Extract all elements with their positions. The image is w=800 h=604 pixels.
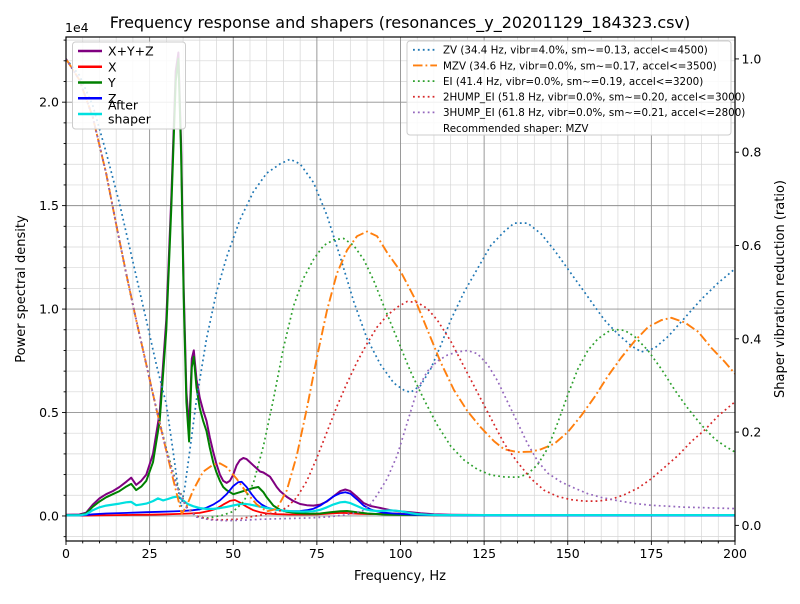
y-axis-left-label: Power spectral density bbox=[14, 215, 29, 363]
tick-label: 200 bbox=[723, 546, 747, 561]
tick-label: 0.4 bbox=[742, 331, 762, 346]
tick-label: 0 bbox=[62, 546, 70, 561]
series-3hump_ei bbox=[66, 58, 735, 522]
recommended-shaper-note: Recommended shaper: MZV bbox=[443, 123, 588, 135]
series-after-shaper bbox=[66, 495, 735, 517]
legend-label: shaper bbox=[108, 112, 152, 127]
y-axis-right-label: Shaper vibration reduction (ratio) bbox=[773, 180, 788, 398]
tick-label: 150 bbox=[556, 546, 580, 561]
tick-label: 0.2 bbox=[742, 425, 762, 440]
legend-label: EI (41.4 Hz, vibr=0.0%, sm~=0.19, accel<… bbox=[443, 76, 703, 88]
y-axis-offset-label: 1e4 bbox=[65, 20, 89, 35]
legend-label: Z bbox=[108, 91, 117, 106]
tick-label: 175 bbox=[639, 546, 663, 561]
tick-label: 1.0 bbox=[39, 302, 59, 317]
tick-label: 75 bbox=[309, 546, 325, 561]
tick-label: 125 bbox=[472, 546, 496, 561]
legend-label: MZV (34.6 Hz, vibr=0.0%, sm~=0.17, accel… bbox=[443, 60, 717, 72]
tick-label: 25 bbox=[142, 546, 158, 561]
axis-tick-labels: 0 25 50 75 100 125 150 175 200 0.0 0.5 1.0 1.5 2.0 0.0… bbox=[39, 51, 761, 561]
tick-label: 0.8 bbox=[742, 145, 762, 160]
legend-sources-box bbox=[72, 41, 186, 130]
tick-label: 100 bbox=[389, 546, 413, 561]
tick-label: 0.0 bbox=[39, 508, 59, 523]
tick-label: 1.0 bbox=[742, 51, 762, 66]
tick-label: 50 bbox=[225, 546, 241, 561]
legend-shapers: ZV (34.4 Hz, vibr=4.0%, sm~=0.13, accel<… bbox=[406, 40, 745, 136]
series-ei bbox=[66, 58, 735, 520]
series-y bbox=[66, 57, 735, 517]
legend-label: X bbox=[108, 59, 117, 74]
x-axis-label: Frequency, Hz bbox=[354, 569, 446, 584]
tick-label: 1.5 bbox=[39, 198, 59, 213]
legend-label: X+Y+Z bbox=[108, 44, 154, 59]
tick-label: 2.0 bbox=[39, 95, 59, 110]
axis-ticks bbox=[62, 39, 739, 545]
series-mzv bbox=[66, 58, 735, 515]
series-zv bbox=[66, 58, 735, 508]
tick-label: 0.6 bbox=[742, 238, 762, 253]
legend-label: ZV (34.4 Hz, vibr=4.0%, sm~=0.13, accel<… bbox=[443, 45, 708, 57]
tick-label: 0.0 bbox=[742, 518, 762, 533]
legend-label: 3HUMP_EI (61.8 Hz, vibr=0.0%, sm~=0.21, … bbox=[443, 107, 745, 119]
legend-label: 2HUMP_EI (51.8 Hz, vibr=0.0%, sm~=0.20, … bbox=[443, 92, 745, 104]
series-x+y+z bbox=[66, 51, 735, 517]
legend-label: Y bbox=[107, 75, 116, 90]
legend-label: After bbox=[108, 98, 139, 113]
chart-title: Frequency response and shapers (resonanc… bbox=[110, 13, 690, 33]
legend-shapers-box bbox=[406, 40, 732, 136]
tick-label: 0.5 bbox=[39, 405, 59, 420]
data-curves bbox=[66, 51, 735, 522]
